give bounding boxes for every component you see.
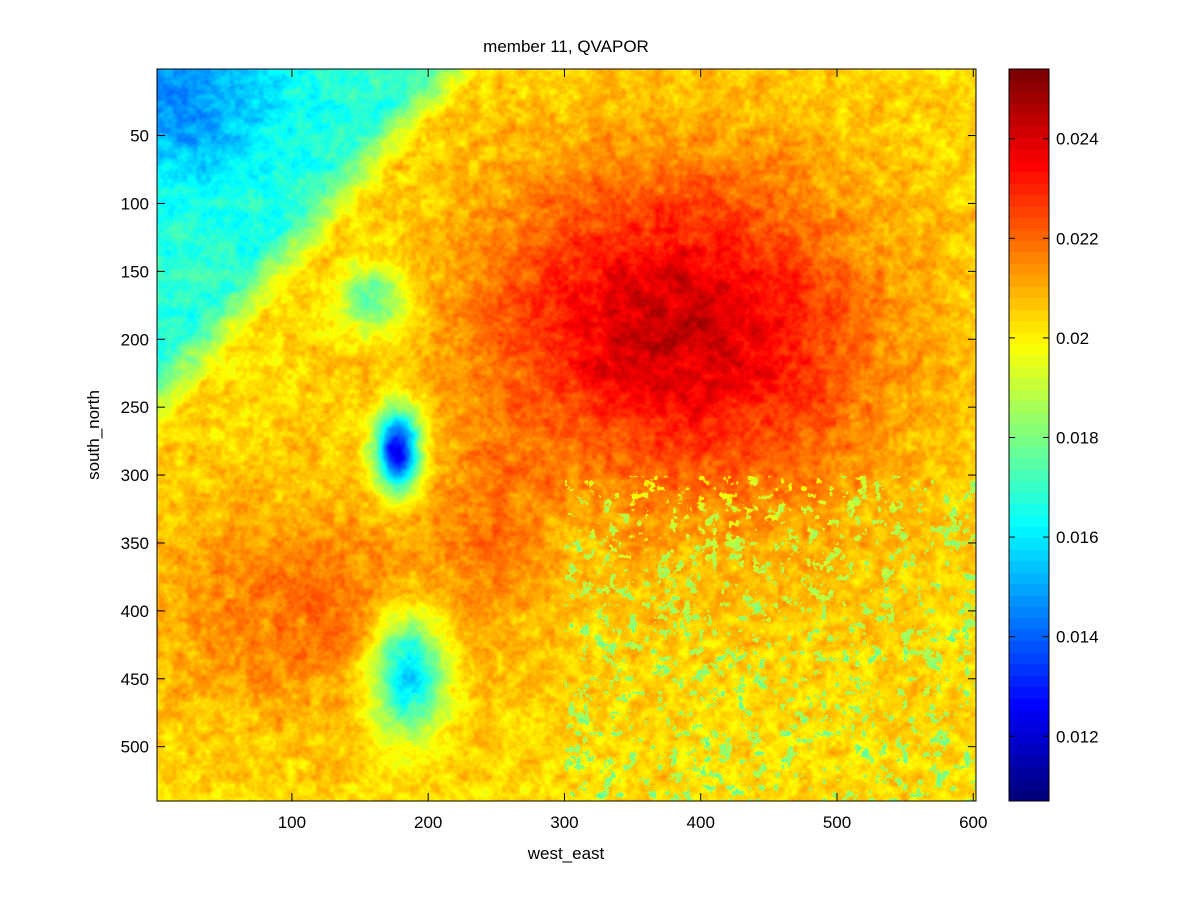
colorbar-canvas [1009,69,1049,801]
colorbar-tick-label: 0.022 [1056,229,1099,248]
x-tick-label: 300 [550,813,578,832]
colorbar-tick-label: 0.018 [1056,428,1099,447]
x-axis-label: west_east [527,844,605,863]
y-tick-label: 150 [121,262,149,281]
x-tick-label: 400 [687,813,715,832]
colorbar-tick-label: 0.02 [1056,329,1089,348]
chart-title: member 11, QVAPOR [483,37,649,56]
x-tick-label: 200 [414,813,442,832]
plot-frame [156,68,977,802]
heatmap-canvas [157,69,976,801]
heatmap-plot [156,68,977,802]
y-tick-label: 50 [130,127,149,146]
colorbar-gradient [1009,69,1049,801]
y-tick-label: 300 [121,466,149,485]
y-tick-label: 450 [121,670,149,689]
y-axis-ticks: 50 100 150 200 250 300 350 400 450 500 [121,127,976,757]
colorbar-tick-label: 0.012 [1056,727,1099,746]
x-axis-ticks: 100 200 300 400 500 600 [278,69,987,832]
y-tick-label: 400 [121,602,149,621]
colorbar: 0.012 0.014 0.016 0.018 0.02 0.022 0.024 [1008,68,1099,802]
colorbar-tick-label: 0.014 [1056,628,1099,647]
y-tick-label: 500 [121,738,149,757]
y-tick-label: 200 [121,330,149,349]
colorbar-frame [1008,68,1050,802]
y-tick-label: 350 [121,534,149,553]
y-tick-label: 250 [121,398,149,417]
y-tick-label: 100 [121,194,149,213]
colorbar-tick-label: 0.024 [1056,130,1099,149]
x-tick-label: 600 [959,813,987,832]
colorbar-ticks: 0.012 0.014 0.016 0.018 0.02 0.022 0.024 [1009,130,1099,746]
heatmap-field [157,69,976,801]
colorbar-tick-label: 0.016 [1056,528,1099,547]
x-tick-label: 500 [823,813,851,832]
x-tick-label: 100 [278,813,306,832]
y-axis-label: south_north [84,390,103,480]
